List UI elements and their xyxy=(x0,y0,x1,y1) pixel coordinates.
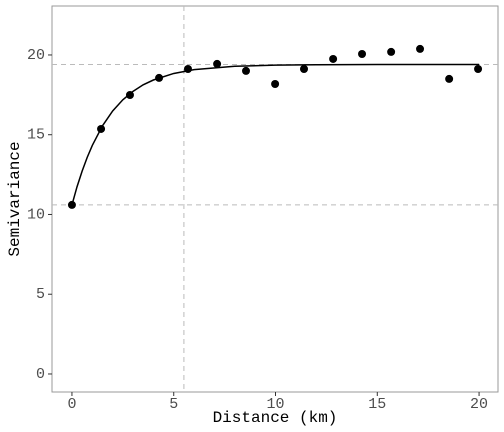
point xyxy=(67,200,76,209)
point xyxy=(329,54,338,63)
point xyxy=(241,66,250,75)
x-tick-label: 0 xyxy=(67,396,76,413)
x-tick-label: 20 xyxy=(470,396,488,413)
point xyxy=(416,44,425,53)
fit-line xyxy=(71,63,480,206)
y-tick-label: 20 xyxy=(27,47,45,64)
x-axis-title: Distance (km) xyxy=(213,409,338,427)
point xyxy=(155,73,164,82)
point xyxy=(387,47,396,56)
y-tick-label: 5 xyxy=(36,286,45,303)
x-tick-label: 15 xyxy=(368,396,386,413)
point xyxy=(300,65,309,74)
point xyxy=(474,65,483,74)
point xyxy=(213,59,222,68)
point xyxy=(271,79,280,88)
point xyxy=(97,124,106,133)
y-tick-label: 10 xyxy=(27,206,45,223)
x-tick-label: 5 xyxy=(169,396,178,413)
y-tick-label: 15 xyxy=(27,127,45,144)
x-tick-label: 10 xyxy=(267,396,285,413)
y-axis-title: Semivariance xyxy=(6,141,24,256)
y-tick-label: 0 xyxy=(36,366,45,383)
point xyxy=(183,65,192,74)
point xyxy=(358,50,367,59)
plot-panel xyxy=(51,5,499,393)
point xyxy=(125,91,134,100)
point xyxy=(445,74,454,83)
